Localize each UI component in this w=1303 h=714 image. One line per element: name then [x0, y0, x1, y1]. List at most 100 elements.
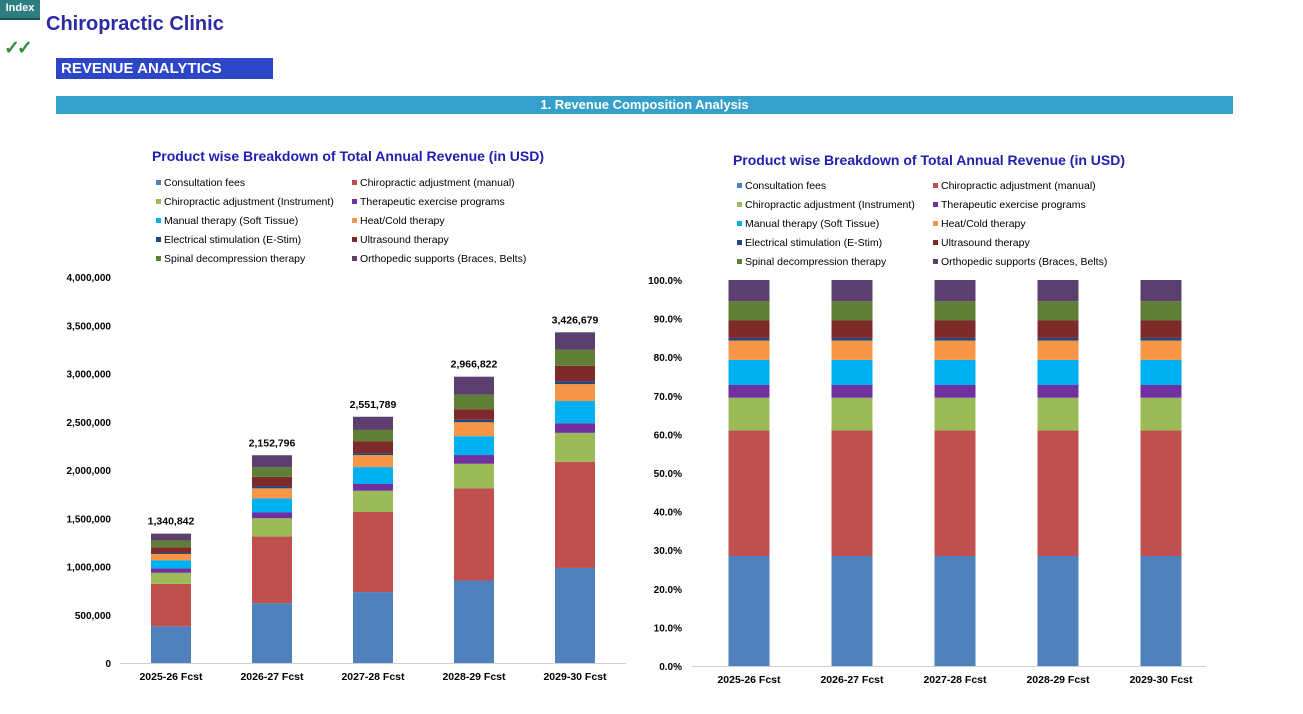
- legend-swatch: [737, 240, 742, 245]
- bar-segment: [454, 463, 494, 489]
- legend-label: Consultation fees: [745, 180, 826, 192]
- x-tick-label: 2029-30 Fcst: [543, 671, 607, 683]
- legend-label: Chiropractic adjustment (manual): [360, 177, 515, 189]
- legend-swatch: [933, 202, 938, 207]
- legend-label: Orthopedic supports (Braces, Belts): [941, 256, 1107, 268]
- x-tick-label: 2029-30 Fcst: [1129, 674, 1193, 686]
- bar-segment: [831, 555, 873, 666]
- y-tick-label: 90.0%: [654, 315, 682, 326]
- bar-segment: [831, 280, 873, 302]
- bar-segment: [252, 486, 292, 489]
- y-tick-label: 4,000,000: [67, 273, 112, 284]
- bar-segment: [252, 467, 292, 477]
- bar-segment: [1037, 320, 1079, 338]
- chart-title: Product wise Breakdown of Total Annual R…: [152, 148, 544, 164]
- bar-segment: [454, 376, 494, 395]
- bar-segment: [1140, 301, 1182, 321]
- bar-segment: [252, 603, 292, 663]
- bar-segment: [252, 512, 292, 519]
- bar-segment: [252, 498, 292, 513]
- bar-segment: [1140, 359, 1182, 385]
- bar-segment: [151, 547, 191, 553]
- x-tick-label: 2025-26 Fcst: [717, 674, 781, 686]
- bar-segment: [353, 416, 393, 430]
- legend-label: Therapeutic exercise programs: [360, 196, 505, 208]
- legend-swatch: [933, 221, 938, 226]
- legend-swatch: [156, 218, 161, 223]
- y-tick-label: 60.0%: [654, 430, 682, 441]
- bar-segment: [454, 409, 494, 420]
- bar-segment: [1037, 337, 1079, 341]
- bar-segment: [1140, 555, 1182, 666]
- y-tick-label: 2,500,000: [67, 418, 112, 429]
- bar-segment: [831, 301, 873, 321]
- y-tick-label: 100.0%: [648, 276, 682, 287]
- bar-segment: [1140, 337, 1182, 341]
- check-icon: ✓✓: [4, 38, 33, 59]
- y-tick-label: 50.0%: [654, 469, 682, 480]
- total-label: 2,966,822: [451, 359, 498, 371]
- legend-swatch: [737, 259, 742, 264]
- total-label: 2,551,789: [350, 399, 397, 411]
- bar-segment: [934, 384, 976, 398]
- y-tick-label: 20.0%: [654, 585, 682, 596]
- bar-segment: [1140, 430, 1182, 556]
- bar-segment: [831, 430, 873, 556]
- x-tick-label: 2026-27 Fcst: [240, 671, 304, 683]
- bar-segment: [728, 301, 770, 321]
- legend-swatch: [352, 218, 357, 223]
- bar-segment: [454, 422, 494, 437]
- bar-segment: [831, 337, 873, 341]
- bar-segment: [555, 401, 595, 424]
- legend-swatch: [737, 221, 742, 226]
- bar-segment: [555, 381, 595, 385]
- legend-swatch: [156, 256, 161, 261]
- bar-segment: [151, 572, 191, 584]
- legend-label: Electrical stimulation (E-Stim): [164, 234, 301, 246]
- legend-swatch: [737, 183, 742, 188]
- bar-segment: [555, 567, 595, 663]
- y-tick-label: 0: [105, 659, 111, 670]
- bar-segment: [353, 511, 393, 593]
- bar-segment: [934, 397, 976, 431]
- bar-segment: [1037, 280, 1079, 302]
- y-tick-label: 30.0%: [654, 546, 682, 557]
- bar-segment: [1140, 384, 1182, 398]
- bar-segment: [151, 533, 191, 541]
- y-tick-label: 3,000,000: [67, 370, 112, 381]
- total-label: 2,152,796: [249, 437, 296, 449]
- bar-segment: [252, 455, 292, 468]
- bar-segment: [555, 349, 595, 366]
- bar-segment: [555, 461, 595, 568]
- bar-segment: [934, 301, 976, 321]
- y-tick-label: 3,500,000: [67, 321, 112, 332]
- bar-segment: [252, 488, 292, 499]
- bar-segment: [454, 488, 494, 581]
- bar-segment: [934, 359, 976, 385]
- index-tab[interactable]: Index: [0, 0, 40, 20]
- bar-segment: [454, 394, 494, 410]
- legend-label: Chiropractic adjustment (Instrument): [164, 196, 334, 208]
- bar-segment: [151, 560, 191, 569]
- bar-segment: [1037, 340, 1079, 360]
- bar-segment: [1140, 280, 1182, 302]
- legend-swatch: [933, 259, 938, 264]
- legend-label: Orthopedic supports (Braces, Belts): [360, 253, 526, 265]
- section-banner: 1. Revenue Composition Analysis: [56, 96, 1233, 114]
- x-tick-label: 2026-27 Fcst: [820, 674, 884, 686]
- bar-segment: [831, 384, 873, 398]
- bar-segment: [934, 340, 976, 360]
- bar-segment: [1140, 340, 1182, 360]
- bar-segment: [353, 490, 393, 512]
- bar-segment: [555, 384, 595, 402]
- bar-segment: [353, 455, 393, 468]
- legend-swatch: [352, 256, 357, 261]
- legend-label: Consultation fees: [164, 177, 245, 189]
- bar-segment: [728, 320, 770, 338]
- legend-label: Spinal decompression therapy: [745, 256, 887, 268]
- legend-label: Therapeutic exercise programs: [941, 199, 1086, 211]
- bar-segment: [555, 365, 595, 382]
- bar-segment: [353, 592, 393, 663]
- legend-label: Chiropractic adjustment (manual): [941, 180, 1096, 192]
